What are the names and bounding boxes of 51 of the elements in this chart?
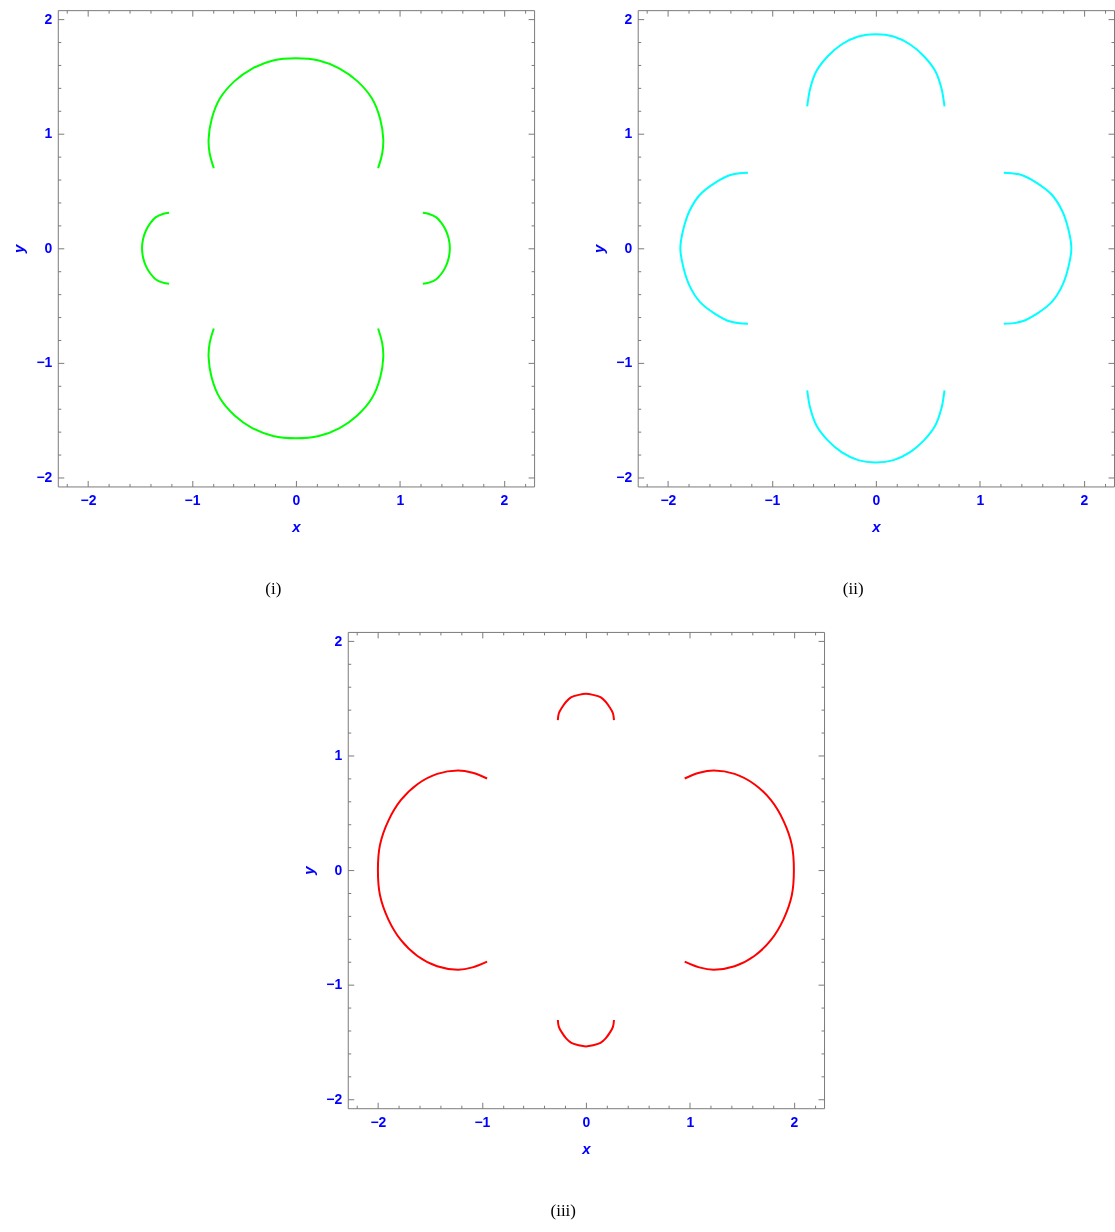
y-tick-label: −2 bbox=[326, 1090, 343, 1107]
x-tick-label: 2 bbox=[500, 491, 509, 508]
text: (iii) bbox=[550, 1200, 576, 1220]
x-tick-label: 2 bbox=[790, 1113, 799, 1130]
y-tick-label: 0 bbox=[44, 239, 53, 256]
x-tick-label: 2 bbox=[1080, 491, 1089, 508]
y-tick-label: 1 bbox=[334, 747, 343, 764]
x-tick-label: 1 bbox=[976, 491, 985, 508]
x-tick-label: 0 bbox=[872, 491, 881, 508]
y-tick-label: 0 bbox=[334, 861, 343, 878]
line-series bbox=[141, 211, 171, 285]
y-tick-label: 2 bbox=[44, 10, 53, 27]
y-tick-label: −1 bbox=[616, 354, 633, 371]
x-tick-label: 0 bbox=[292, 491, 301, 508]
text: (i) bbox=[265, 579, 282, 599]
x-tick-label: 1 bbox=[686, 1113, 695, 1130]
x-tick-label: −2 bbox=[660, 491, 677, 508]
y-tick-label: 1 bbox=[44, 125, 53, 142]
line-series bbox=[207, 327, 385, 440]
x-tick-label: 0 bbox=[582, 1113, 591, 1130]
y-tick-label: 1 bbox=[624, 125, 633, 142]
y-tick-label: 0 bbox=[624, 239, 633, 256]
x-tick-label: −1 bbox=[474, 1113, 491, 1130]
x-tick-label: −2 bbox=[80, 491, 97, 508]
y-axis-title: y bbox=[300, 865, 318, 876]
line-series bbox=[376, 769, 489, 971]
line-series bbox=[556, 692, 615, 722]
y-axis-title: y bbox=[590, 243, 608, 254]
x-tick-label: −2 bbox=[370, 1113, 387, 1130]
line-series bbox=[207, 57, 385, 170]
x-axis-title: x bbox=[581, 1139, 592, 1157]
y-tick-label: 2 bbox=[624, 10, 633, 27]
line-series bbox=[679, 171, 749, 325]
y-tick-label: −2 bbox=[616, 468, 633, 485]
line-series bbox=[806, 33, 946, 108]
line-series bbox=[421, 211, 451, 285]
line-series bbox=[1002, 171, 1073, 325]
line-series bbox=[556, 1019, 615, 1048]
line-series bbox=[683, 769, 795, 971]
line-series bbox=[806, 389, 946, 464]
y-tick-label: −1 bbox=[326, 976, 343, 993]
x-axis-title: x bbox=[871, 517, 882, 535]
x-tick-label: −1 bbox=[184, 491, 201, 508]
y-axis-title: y bbox=[10, 243, 28, 254]
x-tick-label: 1 bbox=[396, 491, 405, 508]
text: (ii) bbox=[842, 579, 864, 599]
x-axis-title: x bbox=[291, 517, 302, 535]
y-tick-label: −2 bbox=[36, 468, 53, 485]
x-tick-label: −1 bbox=[764, 491, 781, 508]
y-tick-label: −1 bbox=[36, 354, 53, 371]
y-tick-label: 2 bbox=[334, 632, 343, 649]
